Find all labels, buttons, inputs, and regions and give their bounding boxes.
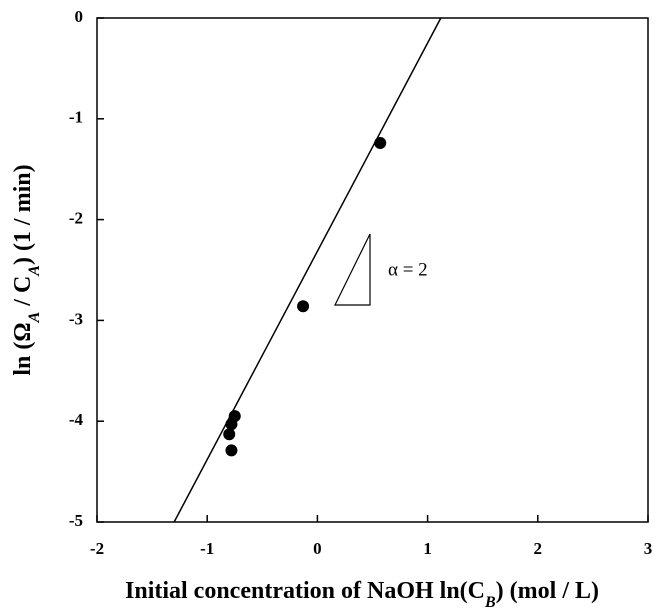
x-tick-label: 1 [423,539,432,558]
data-point [225,444,238,457]
data-point [225,418,238,431]
data-point [223,428,236,441]
slope-triangle [334,233,371,306]
y-tick-label: -2 [69,209,83,228]
x-tick-label: 2 [534,539,543,558]
y-tick-label: -1 [69,108,83,127]
label-part: ln (Ω [10,322,36,375]
label-part: A [26,265,43,277]
fit-line [173,17,442,523]
label-part: A [26,311,43,323]
data-point [374,136,387,149]
data-point [297,300,310,313]
y-tick-label: 0 [75,7,84,26]
label-part: ) (1 / min) [10,164,36,265]
annotation: α = 2 [388,259,428,280]
label-part: / C [10,276,36,312]
label-part: B [484,594,496,611]
y-axis-label: ln (ΩA / CA) (1 / min) [10,164,43,375]
y-tick-label: -4 [69,410,84,429]
label-part: Initial concentration of NaOH ln(C [125,578,485,604]
x-tick-label: 0 [313,539,322,558]
y-tick-label: -3 [69,309,83,328]
x-tick-label: 3 [644,539,653,558]
x-axis-label: Initial concentration of NaOH ln(CB) (mo… [125,578,599,611]
y-tick-label: -5 [69,511,83,530]
label-part: ) (mol / L) [496,578,599,604]
x-tick-label: -2 [90,539,104,558]
plot-frame [96,17,649,523]
x-tick-label: -1 [200,539,214,558]
